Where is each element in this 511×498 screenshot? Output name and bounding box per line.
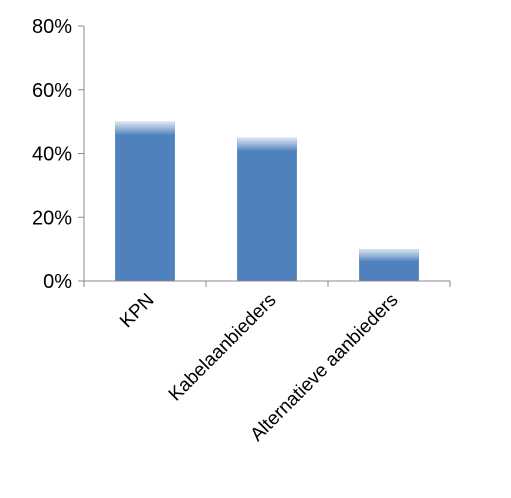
y-tick-label: 60%	[32, 80, 72, 102]
bar-highlight	[237, 137, 297, 152]
bars-group	[115, 121, 419, 281]
bar-1	[115, 121, 175, 281]
x-tick-label: KPN	[116, 290, 158, 332]
bar-highlight	[115, 121, 175, 136]
y-tick-label: 0%	[43, 271, 72, 293]
y-tick-label: 80%	[32, 16, 72, 38]
bar-2	[237, 137, 297, 281]
bar-highlight	[359, 249, 419, 262]
bar-3	[359, 249, 419, 281]
x-tick-label: Kabelaanbieders	[165, 290, 281, 406]
y-tick-label: 20%	[32, 207, 72, 229]
y-tick-label: 40%	[32, 144, 72, 166]
bar-body	[237, 137, 297, 281]
axes-group	[78, 25, 451, 287]
bar-body	[115, 121, 175, 281]
y-tick-labels: 0% 20% 40% 60% 80%	[32, 16, 72, 293]
